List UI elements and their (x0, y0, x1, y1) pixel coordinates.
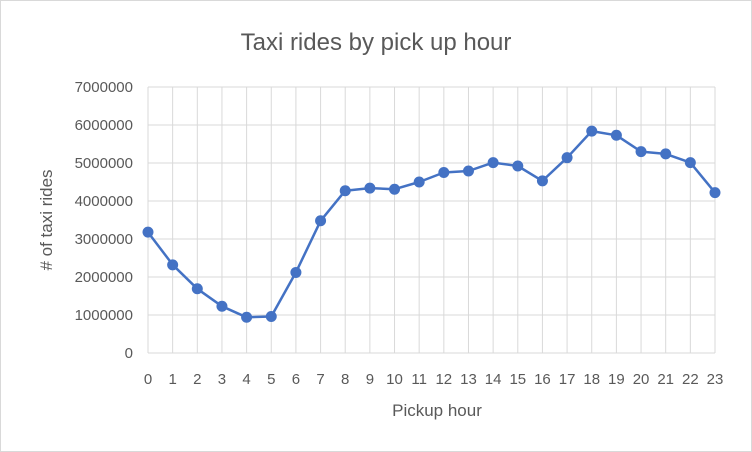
x-tick-label: 12 (435, 371, 452, 388)
x-tick-label: 11 (411, 371, 427, 388)
x-tick-label: 7 (316, 371, 324, 388)
y-axis-tick-labels: 0 1000000 2000000 3000000 4000000 5000000 6000… (75, 79, 133, 362)
data-point (586, 125, 598, 137)
data-point (413, 176, 425, 188)
data-point (216, 300, 228, 312)
x-tick-label: 5 (267, 371, 275, 388)
x-tick-label: 16 (534, 371, 551, 388)
y-tick-label: 0 (125, 345, 133, 362)
data-point (167, 259, 179, 271)
data-point (241, 311, 253, 323)
data-point (290, 266, 302, 278)
y-axis-title: # of taxi rides (37, 169, 56, 270)
x-tick-label: 19 (608, 371, 625, 388)
x-tick-label: 13 (460, 371, 477, 388)
data-point (660, 148, 672, 160)
x-tick-label: 10 (386, 371, 403, 388)
y-tick-label: 5000000 (75, 155, 133, 172)
y-tick-label: 3000000 (75, 231, 133, 248)
x-tick-label: 17 (559, 371, 576, 388)
x-tick-label: 9 (366, 371, 374, 388)
y-tick-label: 4000000 (75, 193, 133, 210)
x-tick-label: 14 (485, 371, 502, 388)
x-tick-label: 15 (509, 371, 526, 388)
data-point (315, 215, 327, 227)
x-tick-label: 4 (242, 371, 250, 388)
data-point (265, 311, 277, 323)
data-point (536, 175, 548, 187)
data-point (191, 283, 203, 295)
x-tick-label: 0 (144, 371, 152, 388)
x-tick-label: 18 (583, 371, 600, 388)
x-axis-title: Pickup hour (392, 401, 482, 420)
data-point (512, 160, 524, 172)
data-point (462, 165, 474, 177)
data-point (610, 129, 622, 141)
y-tick-label: 1000000 (75, 307, 133, 324)
data-point (635, 146, 647, 158)
y-tick-label: 6000000 (75, 117, 133, 134)
data-point (339, 185, 351, 197)
y-tick-label: 7000000 (75, 79, 133, 96)
data-point (709, 187, 721, 199)
series-line (147, 129, 716, 319)
x-tick-label: 6 (292, 371, 300, 388)
data-point (364, 182, 376, 194)
x-tick-label: 20 (633, 371, 650, 388)
y-tick-label: 2000000 (75, 269, 133, 286)
chart-title: Taxi rides by pick up hour (241, 29, 512, 56)
data-point (561, 152, 573, 164)
x-axis-tick-labels: 0 1 2 3 4 5 6 7 8 9 10 11 12 13 14 15 16 17 18 19 20 21 22 23 (144, 371, 724, 388)
data-point (142, 226, 154, 238)
data-point (487, 157, 499, 169)
gridlines (147, 86, 716, 354)
data-point (684, 157, 696, 169)
data-point (389, 183, 401, 195)
x-tick-label: 21 (657, 371, 674, 388)
data-point (438, 167, 450, 178)
data-series (142, 125, 721, 323)
x-tick-label: 1 (168, 371, 176, 388)
x-tick-label: 2 (193, 371, 201, 388)
x-tick-label: 8 (341, 371, 349, 388)
x-tick-label: 3 (218, 371, 226, 388)
x-tick-label: 23 (707, 371, 724, 388)
x-tick-label: 22 (682, 371, 699, 388)
